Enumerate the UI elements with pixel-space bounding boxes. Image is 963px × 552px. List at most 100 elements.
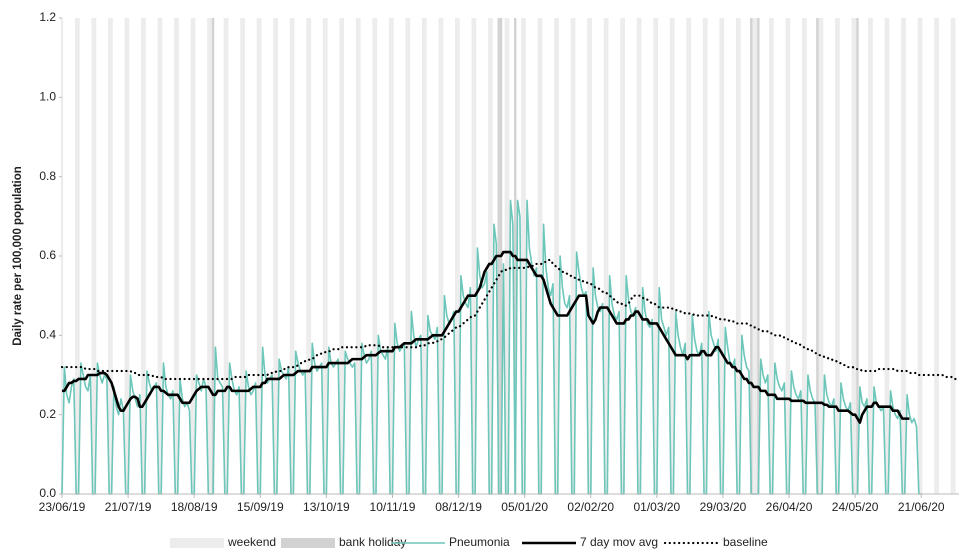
shade-bar: [421, 18, 425, 494]
x-tick-label: 02/02/20: [567, 500, 614, 514]
shade-bar: [292, 18, 295, 494]
shade-bar: [950, 18, 954, 494]
shade-bar: [159, 18, 163, 494]
legend-label: baseline: [723, 535, 768, 549]
shade-bar: [655, 18, 659, 494]
x-tick-label: 21/07/19: [105, 500, 152, 514]
axes-layer: 0.0 0.2 0.4 0.6 0.8 1.0 1.2 23/06/19 21/07/19 18/…: [39, 10, 959, 514]
shade-bar: [374, 18, 378, 494]
x-tick-label: 10/11/19: [370, 500, 416, 514]
shade-bar: [639, 18, 642, 494]
shade-bar: [587, 18, 590, 494]
shade-bar: [242, 18, 245, 494]
shade-bar: [589, 18, 592, 494]
shade-bar: [622, 18, 625, 494]
shade-bar: [686, 18, 689, 494]
shade-bar: [506, 18, 510, 494]
shade-bar: [471, 18, 474, 494]
shade-bar: [636, 18, 640, 494]
y-tick-label: 0.4: [39, 328, 56, 342]
shade-bar: [688, 18, 692, 494]
shade-bar: [901, 18, 904, 494]
shade-bar: [837, 18, 840, 494]
shade-bar: [157, 18, 160, 494]
shade-bar: [77, 18, 80, 494]
shade-bar: [705, 18, 708, 494]
shade-bar: [835, 18, 838, 494]
shade-bar: [490, 18, 493, 494]
shade-bar: [259, 18, 262, 494]
shade-bar: [920, 18, 923, 494]
shade-bar: [757, 18, 760, 494]
shade-bar: [339, 18, 342, 494]
shade-bar: [820, 18, 824, 494]
x-tick-label: 29/03/20: [700, 500, 747, 514]
shade-bar: [440, 18, 444, 494]
shade-bar: [341, 18, 345, 494]
y-tick-label: 1.2: [39, 10, 56, 24]
shade-bar: [768, 18, 772, 494]
shade-bar: [818, 18, 821, 494]
shade-bar: [537, 18, 541, 494]
shade-bar: [211, 18, 215, 494]
shade-bar: [606, 18, 609, 494]
shade-bar: [735, 18, 739, 494]
shade-bar: [669, 18, 673, 494]
x-tick-label: 13/10/19: [303, 500, 350, 514]
shade-bar: [124, 18, 127, 494]
shade-bar: [721, 18, 725, 494]
shade-bar: [289, 18, 293, 494]
legend-swatch: [281, 538, 335, 548]
shade-bar: [322, 18, 326, 494]
shade-bar: [143, 18, 146, 494]
x-tick-label: 21/06/20: [898, 500, 945, 514]
shade-bar: [785, 18, 788, 494]
shading-layer: [60, 18, 956, 494]
shade-bar: [193, 18, 196, 494]
shade-bar: [438, 18, 441, 494]
x-tick-label: 08/12/19: [435, 500, 482, 514]
shade-bar: [207, 18, 210, 494]
shade-bar: [256, 18, 260, 494]
shade-bar: [325, 18, 328, 494]
shade-bar: [372, 18, 375, 494]
shade-bar: [853, 18, 857, 494]
shade-bar: [141, 18, 144, 494]
shade-bar: [521, 18, 524, 494]
x-tick-label: 15/09/19: [237, 500, 284, 514]
legend-label: 7 day mov avg: [580, 535, 658, 549]
y-tick-label: 0.0: [39, 486, 56, 500]
shade-bar: [93, 18, 97, 494]
shade-bar: [540, 18, 543, 494]
shade-bar: [190, 18, 194, 494]
shade-bar: [702, 18, 706, 494]
shade-bar: [108, 18, 111, 494]
x-tick-label: 05/01/20: [501, 500, 548, 514]
shade-bar: [750, 18, 753, 494]
shade-bar: [424, 18, 427, 494]
shade-bar: [174, 18, 177, 494]
legend-label: bank holiday: [339, 535, 406, 549]
shade-bar: [273, 18, 276, 494]
x-tick-label: 24/05/20: [832, 500, 879, 514]
shade-bar: [672, 18, 675, 494]
shade-bar: [856, 18, 859, 494]
shade-bar: [358, 18, 361, 494]
legend-swatch: [170, 538, 224, 548]
shade-bar: [603, 18, 607, 494]
shade-bar: [771, 18, 774, 494]
shade-bar: [523, 18, 526, 494]
shade-bar: [388, 18, 392, 494]
shade-bar: [804, 18, 807, 494]
shade-bar: [405, 18, 408, 494]
shade-bar: [308, 18, 312, 494]
shade-bar: [355, 18, 359, 494]
shade-bar: [573, 18, 576, 494]
shade-bar: [754, 18, 758, 494]
y-tick-label: 0.8: [39, 169, 56, 183]
shade-bar: [917, 18, 921, 494]
shade-bar: [488, 18, 491, 494]
shade-bar: [226, 18, 229, 494]
y-axis-title: Daily rate per 100,000 population: [12, 166, 24, 346]
